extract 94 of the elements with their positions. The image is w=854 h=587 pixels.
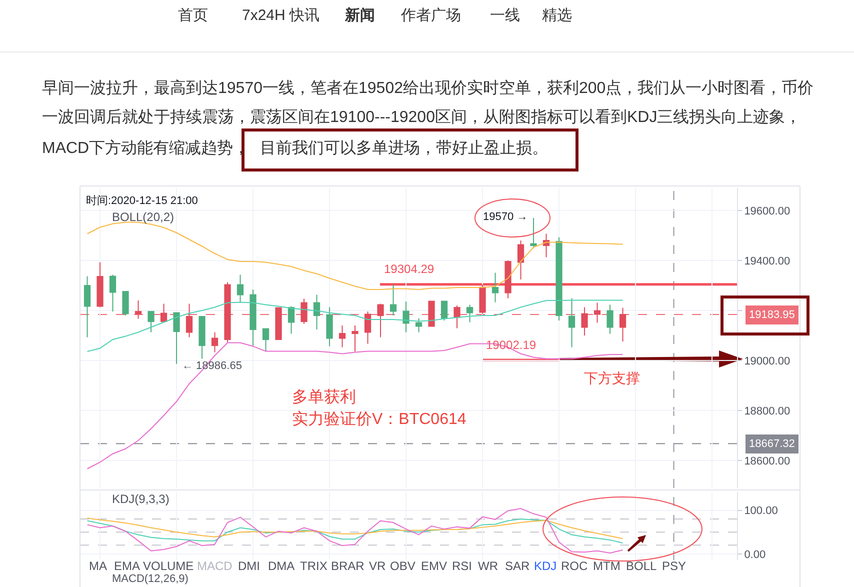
- candlestick: [581, 306, 588, 336]
- y-tick-label: 100.00: [744, 505, 778, 518]
- annotation: MACD: [197, 559, 233, 573]
- candlestick: [211, 332, 218, 353]
- candlestick: [517, 240, 524, 280]
- candlestick: [326, 306, 333, 347]
- line-series: [86, 300, 624, 352]
- candlestick: [186, 303, 193, 338]
- candlestick: [338, 325, 346, 348]
- annotation: MTM: [593, 559, 620, 573]
- candlestick: [568, 298, 576, 348]
- text: 7x24H 快讯: [242, 7, 320, 24]
- text: 一波回调后就处于持续震荡，震荡区间在19100---19200区间，从附图指标可以看到KDJ三线拐头向上迹象，: [42, 108, 802, 126]
- y-tick-label: 19400.00: [744, 255, 790, 268]
- y-tick-label: 19600.00: [744, 205, 790, 218]
- candlestick: [122, 291, 129, 316]
- annotation: EMV: [421, 559, 448, 573]
- candlestick: [288, 306, 295, 334]
- y-tick-label: 0.00: [744, 548, 766, 561]
- text: 早间一波拉升，最高到达19570一线，笔者在19502给出现价实时空单，获利200点，我们从一小时图看，币价: [42, 79, 814, 97]
- candlestick: [352, 325, 358, 352]
- candlestick: [262, 328, 270, 352]
- text: 作者广场: [400, 7, 461, 24]
- candlestick: [198, 316, 206, 360]
- annotation: SAR: [505, 559, 530, 573]
- annotation: BOLL: [626, 559, 658, 573]
- annotation: DMI: [238, 559, 260, 573]
- text: 首页: [178, 7, 208, 24]
- annotation: TRIX: [300, 559, 328, 573]
- annotation: 多单获利: [292, 388, 356, 406]
- candlestick: [224, 282, 231, 343]
- y-tick-label: 18800.00: [744, 405, 790, 418]
- annotation: OBV: [390, 559, 416, 573]
- text: PSY: [662, 559, 686, 573]
- annotation: VOLUME: [143, 559, 194, 573]
- candlestick: [160, 303, 168, 323]
- annotation: 实力验证价V：BTC0614: [292, 410, 466, 428]
- candlestick: [619, 307, 626, 342]
- candlestick: [364, 311, 372, 344]
- candlestick: [504, 260, 512, 299]
- ref-line-label: 19002.19: [486, 338, 536, 352]
- candlestick: [440, 300, 448, 321]
- candlestick: [390, 284, 397, 316]
- annotation: 下方支撑: [584, 370, 640, 386]
- ref-line-label: 19183.95: [749, 309, 795, 321]
- annotation: RSI: [452, 559, 472, 573]
- annotation: BRAR: [331, 559, 365, 573]
- line-series: [86, 222, 624, 290]
- y-tick-label: 19000.00: [744, 355, 790, 368]
- chart-title: KDJ(9,3,3): [112, 492, 170, 506]
- ref-line-label: 18667.32: [749, 438, 795, 450]
- annotation: ROC: [561, 559, 588, 573]
- candlestick: [236, 274, 244, 303]
- ref-line-label: 19304.29: [384, 262, 434, 276]
- annotation: 时间:2020-12-15 21:00: [86, 194, 198, 207]
- candlestick: [250, 289, 256, 346]
- annotation: WR: [478, 559, 498, 573]
- candlestick: [530, 218, 537, 249]
- annotation: 19570 →: [483, 211, 528, 223]
- candlestick: [454, 305, 460, 329]
- annotation: DMA: [268, 559, 295, 573]
- candlestick: [428, 300, 435, 327]
- candlestick: [148, 311, 154, 333]
- candlestick: [109, 274, 116, 312]
- annotation: VR: [369, 559, 386, 573]
- line-series: [86, 508, 624, 554]
- candlestick: [173, 312, 180, 364]
- annotation: EMA: [114, 559, 140, 573]
- candlestick: [313, 294, 320, 330]
- line-series: [86, 518, 624, 540]
- text: 一线: [490, 7, 520, 24]
- candlestick: [492, 272, 499, 303]
- text: MACD下方动能有缩减趋势，: [42, 139, 250, 157]
- candlestick: [275, 307, 282, 340]
- candlestick: [377, 303, 384, 338]
- y-tick-label: 18600.00: [744, 455, 790, 468]
- text: MACD(12,26,9): [112, 573, 188, 585]
- candlestick: [594, 302, 601, 324]
- candlestick: [466, 304, 474, 323]
- candlestick: [415, 318, 422, 333]
- text: BOLL(20,2): [112, 210, 174, 224]
- candlestick: [84, 276, 91, 338]
- candlestick: [96, 262, 104, 308]
- candlestick: [134, 300, 142, 320]
- text: 目前我们可以多单进场，带好止盈止损。: [260, 139, 548, 157]
- text: 新闻: [344, 6, 375, 24]
- annotation: MA: [89, 559, 107, 573]
- candlestick: [402, 301, 410, 333]
- annotation: KDJ: [534, 559, 557, 573]
- candlestick: [479, 284, 486, 314]
- candlestick: [556, 236, 562, 321]
- candlestick: [606, 304, 614, 334]
- candlestick: [300, 298, 308, 324]
- text: 精选: [542, 7, 572, 24]
